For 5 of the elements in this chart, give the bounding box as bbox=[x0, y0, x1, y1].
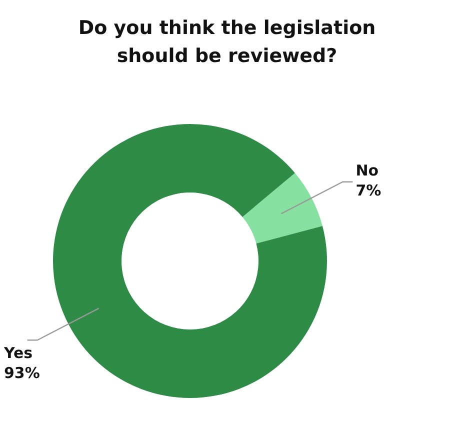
chart-title: Do you think the legislation should be reviewed? bbox=[77, 16, 377, 69]
slice-label: No bbox=[356, 162, 379, 180]
data-label: 7% bbox=[356, 182, 382, 200]
data-label: 93% bbox=[4, 364, 40, 382]
slice-label: Yes bbox=[3, 344, 33, 362]
